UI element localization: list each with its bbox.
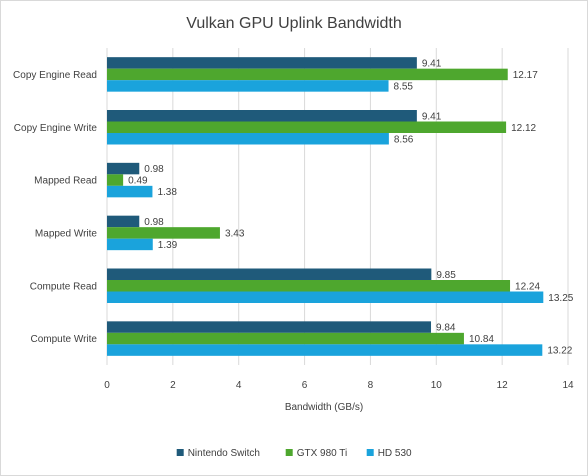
legend: Nintendo Switch GTX 980 Ti HD 530 (176, 448, 412, 459)
x-tick-label: 6 (302, 380, 308, 391)
bar (107, 121, 507, 133)
data-label: 12.17 (513, 70, 538, 81)
category-label: Compute Read (30, 281, 97, 292)
chart-title: Vulkan GPU Uplink Bandwidth (186, 15, 402, 32)
bar (107, 174, 124, 186)
data-label: 9.41 (422, 111, 442, 122)
x-tick-label: 8 (368, 380, 374, 391)
data-labels: 9.4112.178.559.4112.128.560.980.491.380.… (128, 58, 574, 356)
data-label: 12.24 (515, 281, 540, 292)
category-label: Mapped Read (34, 176, 97, 187)
bars (107, 57, 544, 356)
category-label: Copy Engine Read (13, 70, 97, 81)
bar (107, 321, 432, 333)
bar (107, 68, 508, 81)
bar (107, 80, 389, 92)
category-labels: Copy Engine Read Copy Engine Write Mapped … (13, 70, 97, 345)
data-label: 8.56 (394, 134, 414, 145)
category-label: Compute Write (30, 334, 97, 345)
data-label: 0.98 (144, 164, 164, 175)
category-label: Copy Engine Write (14, 123, 98, 134)
x-tick-label: 14 (562, 380, 574, 391)
data-label: 13.25 (548, 293, 573, 304)
bar (107, 332, 464, 345)
data-label: 9.85 (436, 270, 456, 281)
x-tick-label: 4 (236, 380, 242, 391)
data-label: 12.12 (511, 123, 536, 134)
bar (107, 238, 153, 251)
legend-label: GTX 980 Ti (297, 448, 348, 459)
bar (107, 110, 417, 122)
data-label: 13.22 (547, 346, 572, 357)
bar (107, 133, 389, 145)
x-tick-label: 10 (431, 380, 443, 391)
gridlines (106, 48, 569, 365)
bar (107, 215, 140, 228)
x-axis-label: Bandwidth (GB/s) (285, 402, 363, 413)
bar (107, 185, 153, 198)
data-label: 0.98 (144, 217, 164, 228)
legend-swatch (285, 449, 293, 456)
x-tick-label: 12 (497, 380, 509, 391)
data-label: 8.55 (394, 81, 414, 92)
bar (107, 291, 544, 303)
bar (107, 344, 543, 356)
data-label: 3.43 (225, 228, 245, 239)
data-label: 9.84 (436, 323, 456, 334)
x-tick-label: 0 (104, 380, 110, 391)
bar (107, 268, 432, 280)
data-label: 9.41 (422, 58, 442, 69)
legend-label: HD 530 (378, 448, 412, 459)
bar (107, 57, 417, 69)
data-label: 10.84 (469, 334, 494, 345)
data-label: 1.39 (158, 240, 178, 251)
bar (107, 280, 511, 292)
bar (107, 162, 140, 175)
x-tick-labels: 0 2 4 6 8 10 12 14 (104, 380, 574, 391)
x-tick-label: 2 (170, 380, 176, 391)
category-label: Mapped Write (35, 228, 98, 239)
data-label: 0.49 (128, 176, 148, 187)
legend-swatch (176, 449, 184, 456)
data-label: 1.38 (157, 187, 177, 198)
legend-label: Nintendo Switch (188, 448, 260, 459)
bar (107, 227, 220, 239)
legend-swatch (366, 449, 374, 456)
